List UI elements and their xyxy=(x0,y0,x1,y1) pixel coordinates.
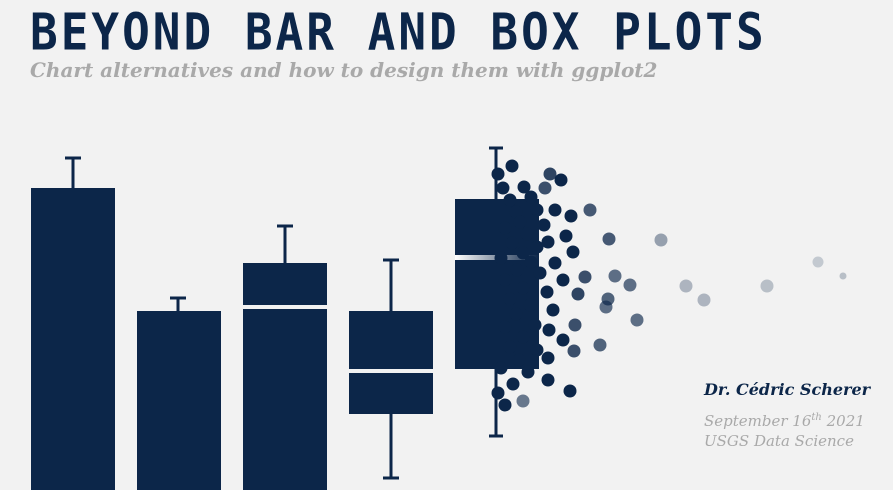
slide-title: BEYOND BAR AND BOX PLOTS xyxy=(30,2,767,62)
organization: USGS Data Science xyxy=(704,432,854,450)
date-year: 2021 xyxy=(821,412,865,430)
bar-with-errorbar-1 xyxy=(31,156,115,490)
jitter-points xyxy=(491,159,847,412)
author-name: Dr. Cédric Scherer xyxy=(704,380,871,399)
presentation-date: September 16th 2021 xyxy=(704,412,865,430)
date-day: September 16 xyxy=(704,412,812,430)
date-suffix: th xyxy=(811,412,822,423)
raincloud-5 xyxy=(455,146,847,438)
bar-with-median-3 xyxy=(243,224,327,490)
boxplot-4 xyxy=(349,258,433,480)
bar-with-errorbar-2 xyxy=(137,296,221,490)
slide-subtitle: Chart alternatives and how to design the… xyxy=(30,58,658,82)
